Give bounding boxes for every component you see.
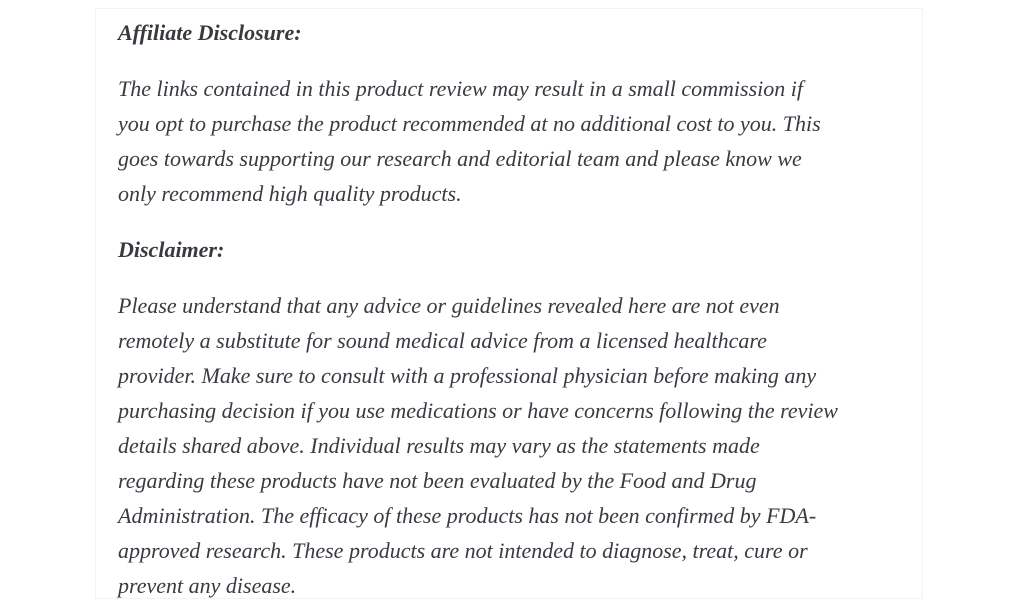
affiliate-disclosure-heading: Affiliate Disclosure: [118, 20, 302, 45]
disclosure-panel: Affiliate Disclosure: The links containe… [95, 8, 923, 599]
affiliate-disclosure-paragraph: The links contained in this product revi… [118, 76, 821, 206]
disclaimer-paragraph: Please understand that any advice or gui… [118, 293, 838, 598]
disclaimer-heading: Disclaimer: [118, 237, 225, 262]
